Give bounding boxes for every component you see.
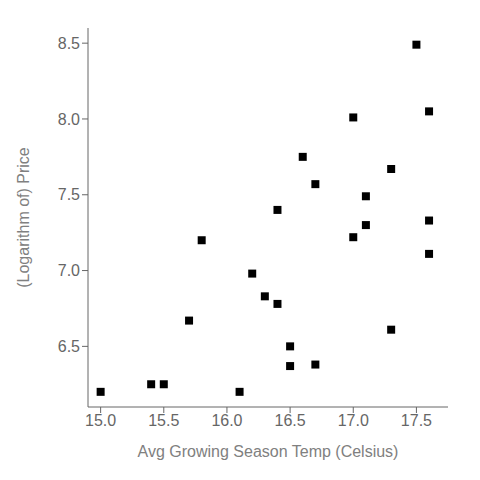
svg-text:17.5: 17.5: [401, 412, 432, 429]
svg-text:Avg Growing Season Temp (Celsi: Avg Growing Season Temp (Celsius): [138, 443, 399, 460]
svg-text:17.0: 17.0: [338, 412, 369, 429]
svg-text:7.5: 7.5: [58, 186, 80, 203]
svg-text:16.5: 16.5: [275, 412, 306, 429]
svg-text:6.5: 6.5: [58, 338, 80, 355]
svg-text:8.5: 8.5: [58, 35, 80, 52]
svg-text:7.0: 7.0: [58, 262, 80, 279]
svg-text:15.5: 15.5: [148, 412, 179, 429]
svg-text:16.0: 16.0: [211, 412, 242, 429]
svg-text:15.0: 15.0: [85, 412, 116, 429]
svg-text:(Logarithm of) Price: (Logarithm of) Price: [15, 147, 32, 288]
svg-text:8.0: 8.0: [58, 111, 80, 128]
